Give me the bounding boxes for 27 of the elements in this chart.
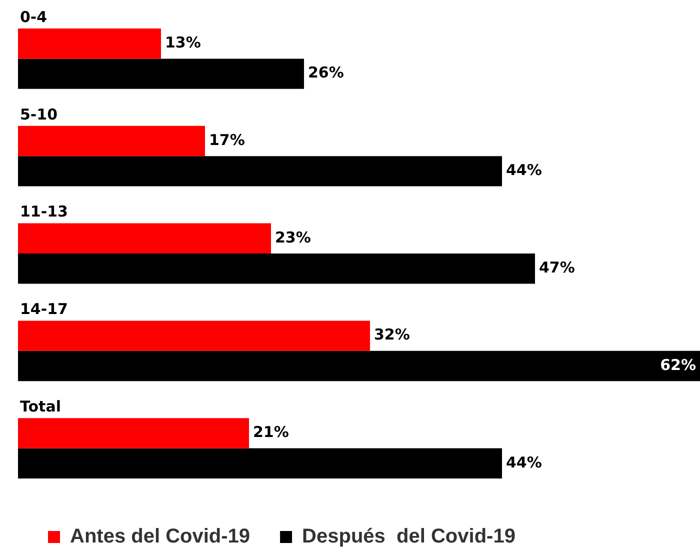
data-label: 44% xyxy=(506,453,542,472)
bar xyxy=(18,254,535,284)
data-label: 32% xyxy=(374,326,410,344)
bar xyxy=(18,58,304,89)
data-label: 23% xyxy=(275,228,311,246)
data-label: 44% xyxy=(506,161,542,180)
data-label: 17% xyxy=(209,130,245,149)
data-label: 13% xyxy=(165,33,201,52)
bar xyxy=(18,448,502,478)
bar xyxy=(18,418,249,448)
y-tick-label: Total xyxy=(20,397,61,416)
bar xyxy=(18,126,205,156)
y-tick-label: 0-4 xyxy=(20,8,48,26)
data-label: 62% xyxy=(660,356,696,374)
bar xyxy=(18,350,700,382)
y-tick-label: 5-10 xyxy=(20,105,58,124)
data-label: 47% xyxy=(539,258,575,276)
data-label: 21% xyxy=(253,423,289,442)
legend-label: Después del Covid-19 xyxy=(302,526,516,548)
data-label: 26% xyxy=(308,64,344,82)
bar xyxy=(18,320,370,351)
y-tick-label: 14-17 xyxy=(20,300,68,318)
bar xyxy=(18,28,161,59)
y-tick-label: 11-13 xyxy=(20,202,68,221)
bar xyxy=(18,156,502,186)
legend-label: Antes del Covid-19 xyxy=(70,526,250,548)
bar xyxy=(18,223,271,254)
